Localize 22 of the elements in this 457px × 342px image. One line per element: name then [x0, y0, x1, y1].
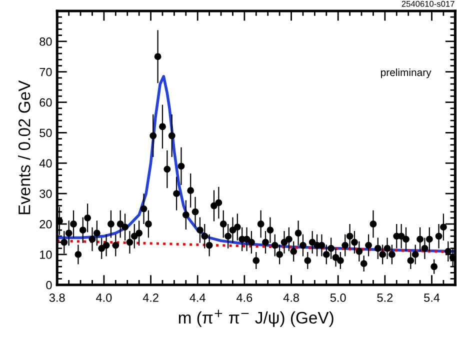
y-axis-title: Events / 0.02 GeV	[18, 80, 30, 214]
y-tick-label: 30	[40, 190, 52, 198]
y-tick-label: 10	[40, 250, 52, 259]
x-tick-label: 4.4	[190, 294, 206, 302]
x-tick-label: 3.8	[49, 294, 65, 302]
x-tick-label: 4.0	[96, 294, 112, 302]
y-tick-label: 0	[46, 280, 52, 290]
x-tick-label: 5.2	[377, 294, 393, 302]
y-tick-label: 60	[40, 98, 52, 107]
x-tick-label: 5.4	[424, 294, 440, 302]
x-axis-title: m (π$^{+}$ π$^{−}$ J/ψ) (GeV)	[178, 310, 334, 327]
y-tick-label: 50	[40, 128, 52, 138]
x-tick-label: 4.8	[283, 294, 299, 302]
x-tick-label: 4.2	[142, 294, 158, 302]
annotation: preliminary	[381, 68, 432, 78]
x-tick-label: 4.6	[236, 294, 252, 302]
y-tick-label: 70	[40, 68, 52, 76]
y-tick-label: 80	[40, 37, 52, 46]
text: 2540610-s017	[402, 0, 454, 7]
y-tick-label: 40	[39, 159, 52, 168]
x-tick-label: 5.0	[330, 294, 346, 302]
y-tick-label: 20	[40, 220, 52, 228]
